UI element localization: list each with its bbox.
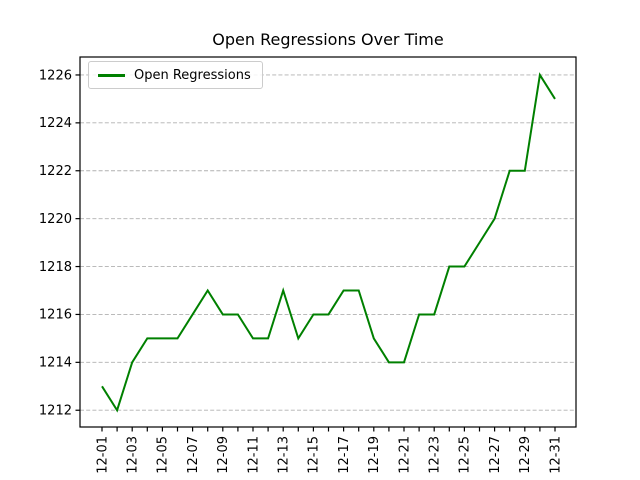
chart-title: Open Regressions Over Time [212, 30, 444, 49]
x-tick-label: 12-01 [95, 436, 110, 474]
x-tick-label: 12-23 [427, 436, 442, 474]
x-tick-label: 12-05 [156, 436, 171, 474]
x-tick-label: 12-07 [186, 436, 201, 474]
y-tick-label: 1226 [39, 68, 72, 83]
y-tick-label: 1224 [39, 116, 72, 131]
x-tick-label: 12-13 [276, 436, 291, 474]
legend: Open Regressions [88, 61, 263, 89]
x-tick-label: 12-19 [367, 436, 382, 474]
x-tick-label: 12-17 [337, 436, 352, 474]
x-tick-label: 12-09 [216, 436, 231, 474]
y-tick-label: 1214 [39, 356, 72, 371]
x-tick-label: 12-03 [125, 436, 140, 474]
x-tick-label: 12-25 [458, 436, 473, 474]
series-line-open-regressions [101, 72, 556, 413]
y-tick-label: 1216 [39, 308, 72, 323]
legend-line-swatch [98, 73, 125, 77]
x-tick-label: 12-27 [488, 436, 503, 474]
y-tick-label: 1218 [39, 260, 72, 275]
y-tick-label: 1212 [39, 404, 72, 419]
x-tick-label: 12-29 [518, 436, 533, 474]
x-tick-label: 12-21 [397, 436, 412, 474]
y-tick-label: 1222 [39, 164, 72, 179]
y-tick-label: 1220 [39, 212, 72, 227]
plot-border [79, 56, 577, 428]
x-tick-label: 12-31 [548, 436, 563, 474]
x-tick-label: 12-15 [307, 436, 322, 474]
x-tick-label: 12-11 [246, 436, 261, 474]
legend-label: Open Regressions [134, 67, 251, 83]
